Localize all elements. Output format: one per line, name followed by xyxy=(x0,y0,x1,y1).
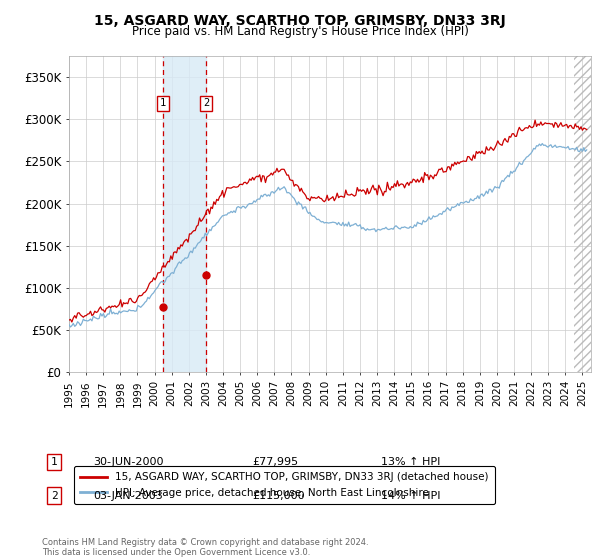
Text: 2: 2 xyxy=(50,491,58,501)
Text: 1: 1 xyxy=(50,457,58,467)
Bar xyxy=(574,56,591,372)
Text: £77,995: £77,995 xyxy=(252,457,298,467)
Text: 13% ↑ HPI: 13% ↑ HPI xyxy=(381,457,440,467)
Text: 14% ↑ HPI: 14% ↑ HPI xyxy=(381,491,440,501)
Text: Price paid vs. HM Land Registry's House Price Index (HPI): Price paid vs. HM Land Registry's House … xyxy=(131,25,469,38)
Text: 03-JAN-2003: 03-JAN-2003 xyxy=(93,491,163,501)
Text: 15, ASGARD WAY, SCARTHO TOP, GRIMSBY, DN33 3RJ: 15, ASGARD WAY, SCARTHO TOP, GRIMSBY, DN… xyxy=(94,14,506,28)
Bar xyxy=(163,56,206,372)
Legend: 15, ASGARD WAY, SCARTHO TOP, GRIMSBY, DN33 3RJ (detached house), HPI: Average pr: 15, ASGARD WAY, SCARTHO TOP, GRIMSBY, DN… xyxy=(74,466,494,504)
Text: 30-JUN-2000: 30-JUN-2000 xyxy=(93,457,163,467)
Text: 2: 2 xyxy=(203,99,209,109)
Text: Contains HM Land Registry data © Crown copyright and database right 2024.
This d: Contains HM Land Registry data © Crown c… xyxy=(42,538,368,557)
Text: 1: 1 xyxy=(160,99,166,109)
Text: £115,000: £115,000 xyxy=(252,491,305,501)
